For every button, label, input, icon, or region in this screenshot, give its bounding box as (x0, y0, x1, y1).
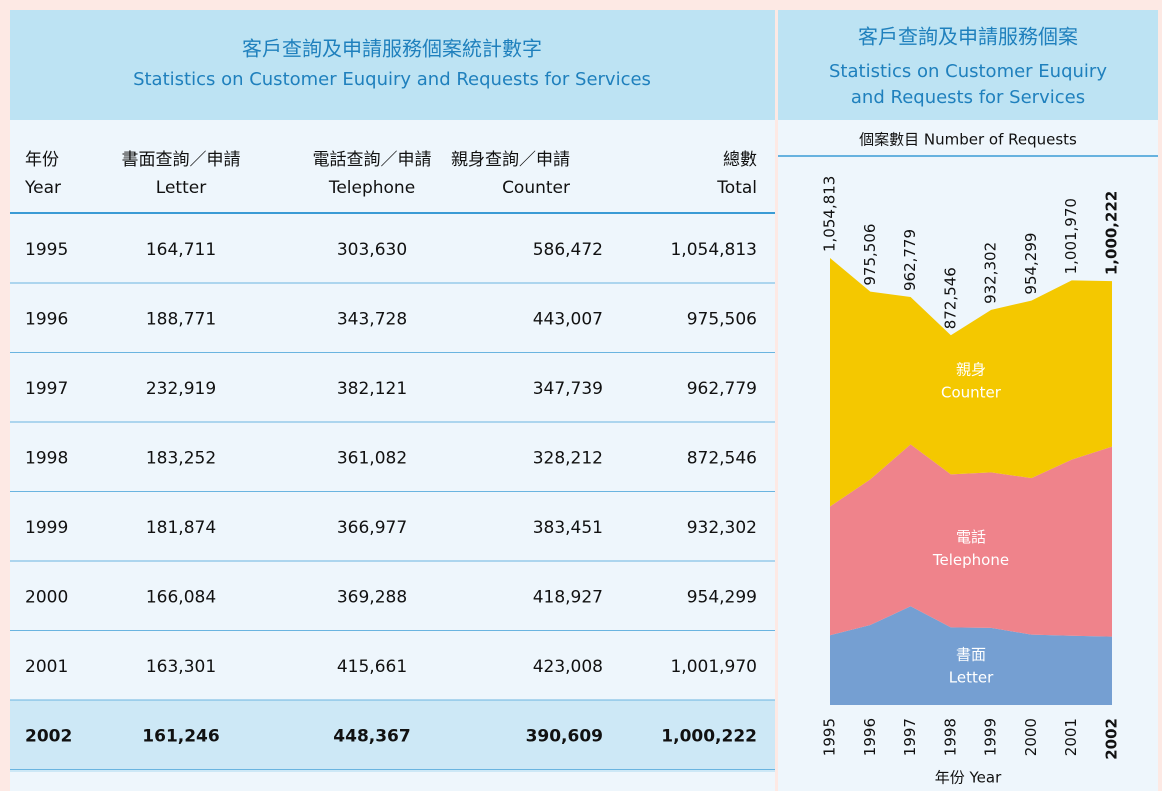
area-label: Telephone (932, 551, 1009, 569)
table-cell: 1997 (25, 379, 68, 399)
table-cell: 975,506 (687, 310, 757, 330)
total-label: 872,546 (941, 267, 959, 329)
x-tick-label: 2002 (1103, 718, 1121, 760)
column-header: 總數 (723, 150, 757, 170)
table-cell: 448,367 (333, 727, 410, 747)
area (830, 606, 1112, 705)
area-label: Counter (941, 384, 1002, 402)
area (830, 258, 1112, 507)
table-cell: 343,728 (337, 310, 407, 330)
table-cell: 1999 (25, 518, 68, 538)
area-label: Letter (949, 668, 994, 686)
x-tick-label: 1997 (901, 718, 919, 756)
column-header: Counter (502, 178, 570, 198)
total-label: 954,299 (1022, 233, 1040, 295)
column-header: 年份 (25, 150, 59, 170)
table-cell: 166,084 (146, 588, 216, 608)
x-tick-label: 2001 (1062, 718, 1080, 756)
chart-title: 客戶查詢及申請服務個案 (858, 25, 1078, 49)
table-cell: 443,007 (533, 310, 603, 330)
x-tick-label: 1995 (821, 718, 839, 756)
table-cell: 328,212 (533, 449, 603, 469)
table-cell: 164,711 (146, 240, 216, 260)
column-header: Total (716, 178, 757, 198)
table-title-en: Statistics on Customer Euquiry and Reque… (133, 69, 651, 90)
table-cell: 361,082 (337, 449, 407, 469)
column-header: Telephone (328, 178, 415, 198)
column-header: 書面查詢／申請 (122, 150, 241, 170)
table-header-band (10, 10, 775, 120)
table-cell: 2002 (25, 727, 72, 747)
area (830, 444, 1112, 637)
table-cell: 366,977 (337, 518, 407, 538)
table-cell: 369,288 (337, 588, 407, 608)
table-cell: 383,451 (533, 518, 603, 538)
table-cell: 188,771 (146, 310, 216, 330)
table-cell: 183,252 (146, 449, 216, 469)
table-cell: 163,301 (146, 657, 216, 677)
column-header: 電話查詢／申請 (313, 150, 432, 170)
table-cell: 932,302 (687, 518, 757, 538)
area-label: 書面 (956, 645, 986, 663)
table-cell: 1,054,813 (670, 240, 757, 260)
table-cell: 390,609 (526, 727, 603, 747)
x-tick-label: 1996 (861, 718, 879, 756)
total-label: 1,054,813 (821, 176, 839, 252)
total-label: 1,000,222 (1103, 191, 1121, 275)
x-tick-label: 1999 (982, 718, 1000, 756)
x-tick-label: 2000 (1022, 718, 1040, 756)
highlight-row (10, 700, 775, 772)
table-cell: 423,008 (533, 657, 603, 677)
x-axis-label: 年份 Year (935, 769, 1002, 787)
column-header: Letter (156, 178, 206, 198)
table-cell: 954,299 (687, 588, 757, 608)
table-cell: 418,927 (533, 588, 603, 608)
chart-title-en: and Requests for Services (851, 87, 1085, 108)
x-tick-label: 1998 (941, 718, 959, 756)
table-cell: 2001 (25, 657, 68, 677)
table-cell: 1,000,222 (661, 727, 757, 747)
total-label: 975,506 (861, 224, 879, 286)
column-header: Year (24, 178, 61, 198)
table-cell: 1995 (25, 240, 68, 260)
total-label: 1,001,970 (1062, 198, 1080, 274)
table-cell: 181,874 (146, 518, 216, 538)
table-panel (10, 10, 775, 791)
total-label: 932,302 (982, 242, 1000, 304)
column-header: 親身查詢／申請 (451, 150, 570, 170)
chart-title-en: Statistics on Customer Euquiry (829, 61, 1107, 82)
area-label: 電話 (956, 528, 986, 546)
table-cell: 415,661 (337, 657, 407, 677)
table-cell: 232,919 (146, 379, 216, 399)
chart-subtitle: 個案數目 Number of Requests (859, 131, 1077, 149)
table-title: 客戶查詢及申請服務個案統計數字 (242, 37, 542, 61)
area-label: 親身 (956, 361, 986, 379)
table-cell: 347,739 (533, 379, 603, 399)
chart-header-band (778, 10, 1158, 120)
table-cell: 962,779 (687, 379, 757, 399)
table-cell: 872,546 (687, 449, 757, 469)
table-cell: 2000 (25, 588, 68, 608)
total-label: 962,779 (901, 229, 919, 291)
table-cell: 161,246 (142, 727, 219, 747)
table-cell: 1996 (25, 310, 68, 330)
table-cell: 1,001,970 (670, 657, 757, 677)
table-cell: 1998 (25, 449, 68, 469)
table-cell: 303,630 (337, 240, 407, 260)
table-cell: 586,472 (533, 240, 603, 260)
table-cell: 382,121 (337, 379, 407, 399)
